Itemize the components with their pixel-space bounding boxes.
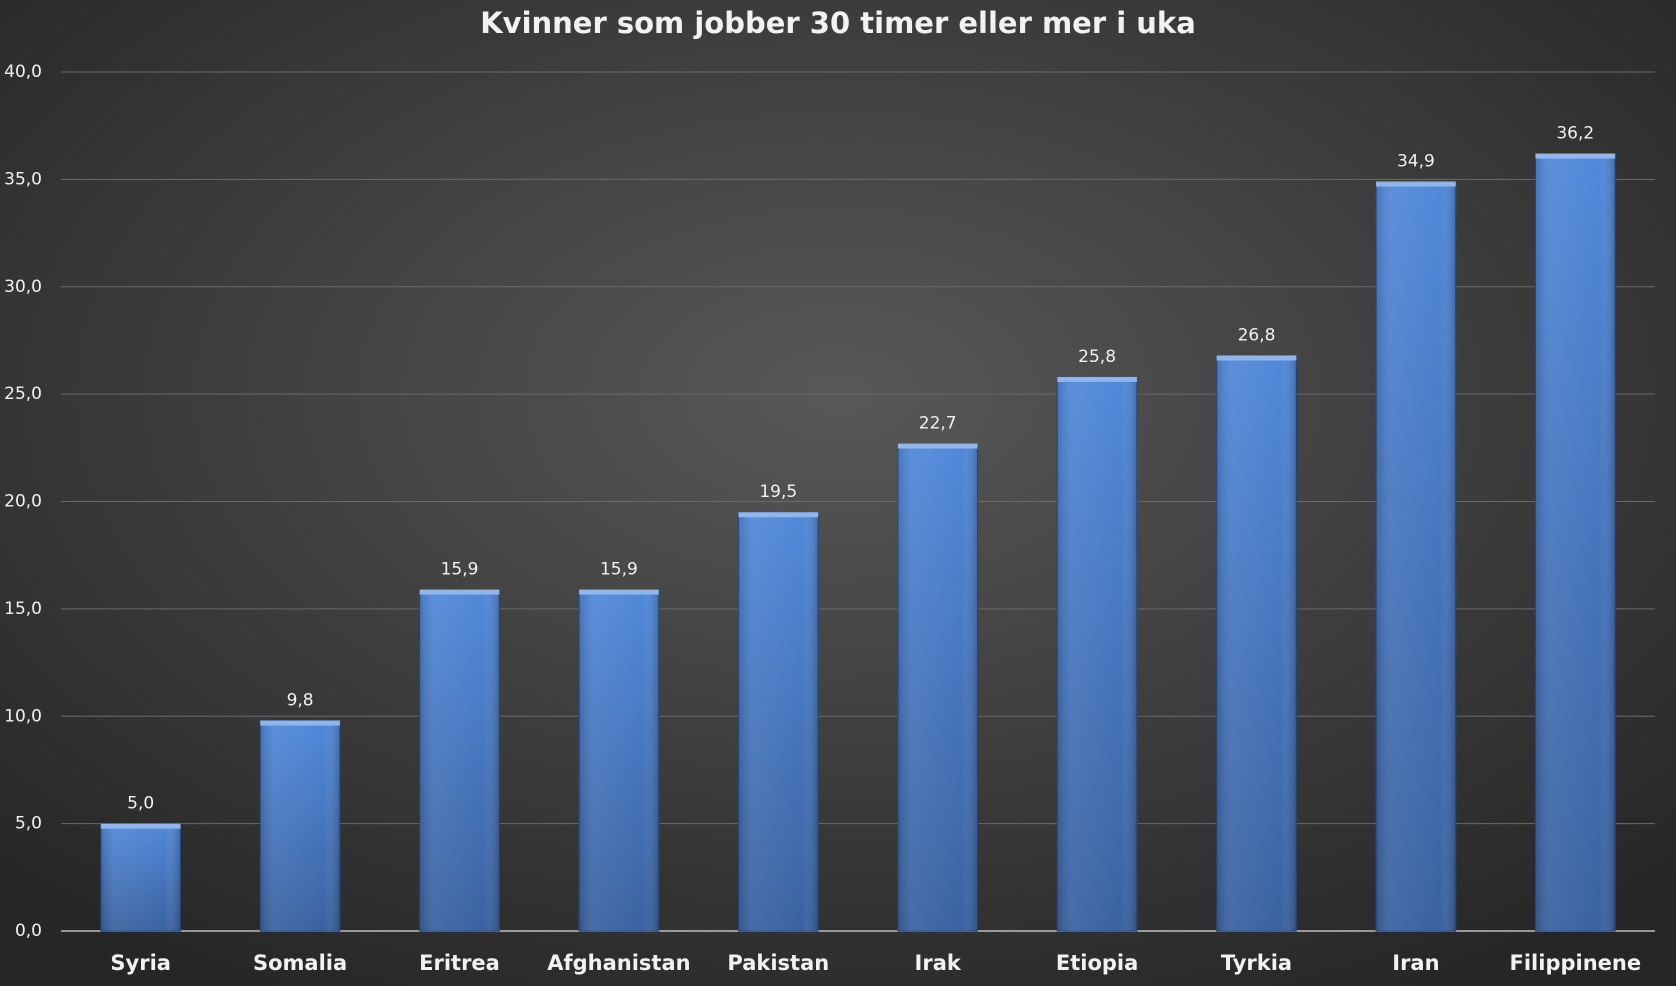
bar-cap	[1057, 376, 1137, 382]
bar-cap	[260, 720, 340, 726]
data-label: 9,8	[287, 691, 314, 711]
x-tick-label: Etiopia	[1056, 951, 1138, 975]
bar-cap	[738, 512, 819, 518]
bar-cap	[1376, 181, 1456, 187]
y-tick-label: 0,0	[15, 921, 42, 941]
data-label: 15,9	[441, 560, 479, 580]
data-label: 25,8	[1078, 347, 1116, 367]
data-label: 15,9	[600, 560, 638, 580]
bar-cap	[579, 589, 659, 595]
y-tick-label: 15,0	[4, 599, 42, 619]
x-tick-label: Syria	[110, 951, 171, 975]
y-tick-label: 25,0	[4, 384, 42, 404]
bar-cap	[419, 589, 500, 595]
bar-cap	[897, 443, 978, 449]
x-tick-label: Pakistan	[727, 951, 829, 975]
y-tick-label: 5,0	[15, 814, 42, 834]
data-label: 36,2	[1556, 124, 1594, 144]
x-tick-label: Somalia	[253, 951, 347, 975]
y-tick-label: 30,0	[4, 277, 42, 297]
x-tick-label: Afghanistan	[547, 951, 690, 975]
data-label: 26,8	[1238, 325, 1276, 345]
x-tick-label: Irak	[915, 951, 962, 975]
y-tick-label: 40,0	[4, 62, 42, 82]
y-tick-label: 10,0	[4, 706, 42, 726]
bar-shade	[260, 720, 340, 931]
bar-cap	[100, 823, 181, 829]
x-tick-label: Tyrkia	[1221, 951, 1292, 975]
bar-shade	[1535, 153, 1616, 932]
y-tick-label: 20,0	[4, 492, 42, 512]
bar-shade	[579, 589, 659, 931]
bar-shade	[897, 443, 978, 931]
data-label: 19,5	[759, 482, 797, 502]
chart-title: Kvinner som jobber 30 timer eller mer i …	[480, 6, 1196, 40]
data-label: 34,9	[1397, 152, 1435, 172]
bar-shade	[1216, 355, 1297, 932]
data-label: 22,7	[919, 414, 957, 434]
bar-cap	[1216, 355, 1297, 361]
bar-shade	[100, 823, 181, 931]
data-label: 5,0	[127, 794, 154, 814]
bar-shade	[419, 589, 500, 931]
bar-cap	[1535, 153, 1616, 159]
x-tick-label: Filippinene	[1510, 951, 1642, 975]
x-tick-label: Eritrea	[419, 951, 500, 975]
bar-shade	[738, 512, 819, 931]
y-tick-label: 35,0	[4, 169, 42, 189]
x-tick-label: Iran	[1392, 951, 1439, 975]
bar-shade	[1376, 181, 1456, 931]
bar-shade	[1057, 376, 1137, 931]
